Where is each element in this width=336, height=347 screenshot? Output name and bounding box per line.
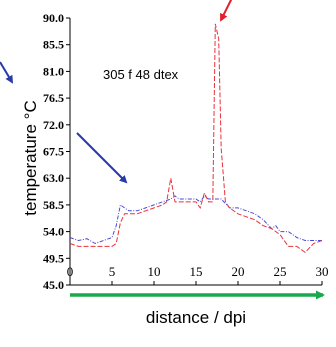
series-line-blue xyxy=(69,195,322,245)
y-tick-label: 45.0 xyxy=(43,278,64,292)
x-tick-label: 10 xyxy=(148,264,161,279)
y-tick-label: 49.5 xyxy=(43,251,64,265)
x-tick-label: 20 xyxy=(232,264,245,279)
series-line-red xyxy=(69,23,323,254)
y-tick-label: 72.0 xyxy=(43,118,64,132)
x-tick-label: 25 xyxy=(274,264,287,279)
x-tick-label: 5 xyxy=(109,264,116,279)
series-lines xyxy=(69,23,323,254)
chart-annotation: 305 f 48 dtex xyxy=(103,67,179,82)
y-tick-label: 67.5 xyxy=(43,145,64,159)
y-tick-label: 63.0 xyxy=(43,171,64,185)
x-ticks: 0 5 10 15 20 25 30 xyxy=(67,264,329,285)
y-tick-label: 54.0 xyxy=(43,225,64,239)
x-tick-label: 0 xyxy=(67,264,74,279)
x-tick-label: 30 xyxy=(316,264,329,279)
y-tick-label: 58.5 xyxy=(43,198,64,212)
blue-arrow-middle xyxy=(76,132,128,184)
y-ticks: 45.0 49.5 54.0 58.5 63.0 67.5 72.0 76.5 81.0 85.5… xyxy=(43,11,70,292)
x-axis-label: distance / dpi xyxy=(146,308,246,327)
y-tick-label: 81.0 xyxy=(43,64,64,78)
y-tick-label: 85.5 xyxy=(43,38,64,52)
y-tick-label: 90.0 xyxy=(43,11,64,25)
y-axis-label: temperature °C xyxy=(21,100,40,215)
blue-arrow-top xyxy=(0,61,14,84)
x-tick-label: 15 xyxy=(190,264,203,279)
red-arrow xyxy=(220,0,233,22)
y-tick-label: 76.5 xyxy=(43,91,64,105)
